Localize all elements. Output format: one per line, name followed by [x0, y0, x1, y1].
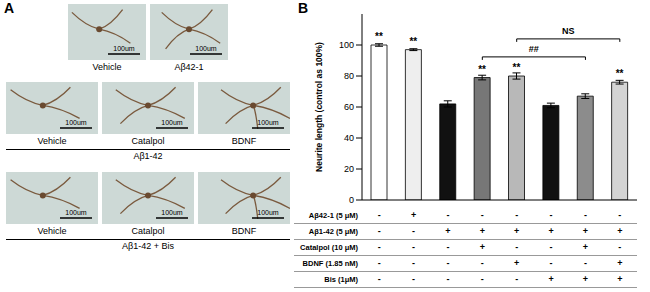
html-text:Vehicle: Vehicle: [92, 62, 122, 72]
svg-text:60: 60: [344, 102, 354, 112]
html-text:Aβ42-1: Aβ42-1: [174, 62, 204, 72]
svg-text:100um: 100um: [65, 119, 87, 126]
svg-text:**: **: [375, 31, 383, 42]
svg-text:100um: 100um: [161, 119, 183, 126]
svg-text:100um: 100um: [113, 45, 135, 52]
svg-text:100um: 100um: [257, 119, 279, 126]
svg-text:100um: 100um: [195, 45, 217, 52]
svg-text:100um: 100um: [161, 209, 183, 216]
svg-text:NS: NS: [562, 26, 575, 36]
svg-text:**: **: [409, 36, 417, 47]
html-text:Aβ1-42 (5 μM): Aβ1-42 (5 μM): [308, 227, 358, 236]
html-text:Catalpol (10 μM): Catalpol (10 μM): [300, 243, 358, 252]
svg-text:20: 20: [344, 164, 354, 174]
html-text:Catalpol: Catalpol: [131, 136, 165, 146]
svg-text:100um: 100um: [257, 209, 279, 216]
html-text:B: B: [298, 0, 309, 16]
html-text:Aβ42-1 (5 μM): Aβ42-1 (5 μM): [308, 211, 358, 220]
html-text:BDNF (1.85 nM): BDNF (1.85 nM): [302, 259, 358, 268]
svg-text:100: 100: [339, 40, 354, 50]
html-text:Aβ1-42: Aβ1-42: [133, 151, 163, 161]
html-text:Aβ1-42 + Bis: Aβ1-42 + Bis: [122, 241, 174, 251]
svg-text:40: 40: [344, 133, 354, 143]
html-text:BDNF: BDNF: [231, 136, 257, 146]
html-text:BDNF: BDNF: [231, 226, 257, 236]
svg-text:##: ##: [529, 44, 539, 54]
html-text:Vehicle: Vehicle: [37, 226, 67, 236]
svg-text:**: **: [478, 64, 486, 75]
svg-text:100um: 100um: [65, 209, 87, 216]
html-text:Bis (1μM): Bis (1μM): [324, 275, 358, 284]
svg-text:Neurite length (control as 100: Neurite length (control as 100%): [314, 42, 324, 172]
svg-text:**: **: [513, 62, 521, 73]
svg-text:**: **: [616, 68, 624, 79]
html-text:Vehicle: Vehicle: [37, 136, 67, 146]
svg-text:80: 80: [344, 71, 354, 81]
html-text:A: A: [4, 0, 15, 16]
html-text:Catalpol: Catalpol: [131, 226, 165, 236]
svg-text:0: 0: [349, 195, 354, 205]
